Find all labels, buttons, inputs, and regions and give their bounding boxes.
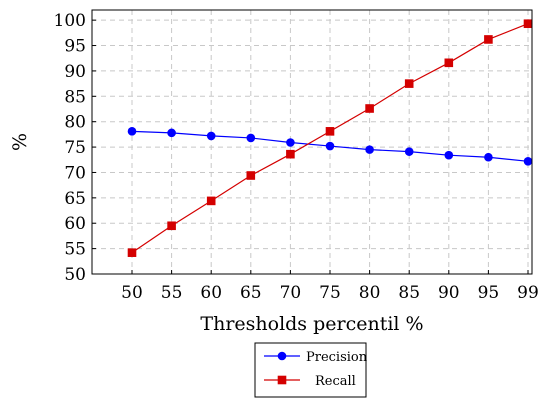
x-tick-label: 90 (438, 283, 460, 303)
y-tick-label: 85 (64, 87, 86, 107)
y-tick-label: 50 (64, 265, 86, 285)
x-tick-label: 75 (319, 283, 341, 303)
legend-precision-marker (277, 351, 287, 361)
y-tick-label: 80 (64, 113, 86, 133)
data-point-recall (167, 221, 176, 231)
data-point-precision (286, 138, 295, 147)
grid (92, 10, 532, 275)
data-point-precision (404, 147, 414, 156)
x-tick-label: 60 (200, 283, 222, 303)
y-axis-ticks: 50 55 60 65 70 75 80 85 90 95 100 (54, 11, 96, 285)
series-recall (127, 19, 533, 257)
x-tick-label: 70 (280, 283, 302, 303)
x-tick-label: 99 (517, 283, 539, 303)
series (127, 19, 533, 257)
data-point-precision (444, 150, 454, 160)
series-precision (127, 127, 533, 166)
y-tick-label: 70 (64, 163, 86, 183)
x-tick-label: 65 (240, 283, 262, 303)
x-tick-label: 80 (359, 283, 381, 303)
data-point-precision (167, 128, 176, 138)
data-point-recall (246, 171, 256, 180)
y-tick-label: 60 (64, 214, 86, 234)
data-point-recall (206, 196, 216, 206)
y-tick-label: 100 (54, 11, 86, 31)
data-point-precision (365, 145, 374, 154)
legend-box (254, 342, 367, 398)
data-point-precision (325, 141, 335, 151)
data-point-precision (206, 131, 216, 141)
y-tick-label: 95 (64, 37, 86, 57)
plot-frame (91, 9, 533, 275)
data-point-precision (127, 127, 137, 136)
y-tick-label: 65 (64, 189, 86, 209)
data-point-recall (484, 35, 493, 44)
y-axis-label: % (9, 133, 31, 151)
data-point-precision (484, 152, 493, 162)
data-point-recall (523, 19, 533, 29)
x-tick-label: 50 (121, 283, 143, 303)
y-tick-label: 75 (64, 138, 86, 158)
data-point-recall (127, 248, 137, 257)
legend-precision-label: Precision (306, 350, 368, 365)
y-tick-label: 55 (64, 240, 86, 260)
x-axis-ticks: 50 55 60 65 70 75 80 85 90 95 99 (121, 270, 539, 303)
legend-recall-label: Recall (315, 374, 356, 389)
legend: Precision Recall (254, 342, 368, 398)
x-tick-label: 55 (161, 283, 183, 303)
x-axis-label: Thresholds percentil % (200, 313, 423, 335)
data-point-recall (325, 127, 335, 136)
data-point-recall (444, 58, 454, 68)
x-tick-label: 85 (398, 283, 420, 303)
x-tick-label: 95 (478, 283, 500, 303)
data-point-recall (365, 104, 374, 113)
data-point-recall (286, 149, 295, 159)
data-point-recall (404, 79, 414, 88)
y-tick-label: 90 (64, 62, 86, 82)
data-point-precision (246, 133, 256, 143)
legend-recall-marker (277, 375, 287, 385)
data-point-precision (523, 156, 533, 166)
